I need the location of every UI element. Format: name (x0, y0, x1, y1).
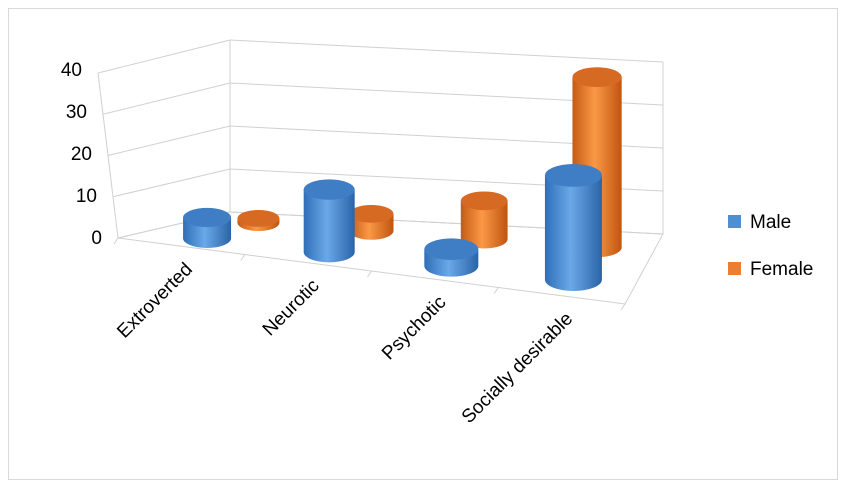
chart-bars (183, 67, 622, 292)
category-tick (113, 237, 119, 245)
bar-male-1 (303, 179, 355, 263)
category-tick (493, 287, 499, 294)
y-tick-label: 40 (61, 60, 82, 81)
bar-female-0-top (237, 209, 280, 227)
category-tick (620, 303, 626, 311)
side-gridline (102, 82, 231, 115)
bar-male-2-top (424, 238, 479, 260)
y-axis-ticks: 0 10 20 30 40 (61, 60, 102, 249)
bar-female-1 (349, 204, 394, 240)
bar-male-0-top (183, 207, 232, 228)
category-label: Neurotic (259, 275, 324, 340)
bar-female-2-top (460, 191, 508, 211)
bar-male-1-top (303, 179, 355, 200)
legend-label-female: Female (750, 259, 813, 280)
bar-male-3-top (544, 164, 602, 187)
y-tick-label: 0 (91, 228, 102, 249)
legend-swatch-female (728, 262, 741, 275)
bar-male-0 (183, 207, 232, 248)
bar-female-2-body (460, 200, 508, 249)
bar-female-2 (460, 191, 508, 249)
category-tick (240, 254, 246, 261)
category-label: Extroverted (113, 259, 197, 343)
side-wall-edge (97, 72, 119, 239)
side-gridline (112, 168, 231, 198)
side-gridline (97, 39, 231, 74)
legend-swatch-male (728, 215, 741, 228)
bar-male-1-body (303, 189, 355, 263)
category-label: Psychotic (378, 292, 450, 364)
bar-female-0 (237, 209, 280, 232)
x-axis-categories: Extroverted Neurotic Psychotic Socially des… (113, 259, 577, 428)
y-tick-label: 10 (76, 186, 97, 207)
bar-male-2 (424, 238, 479, 277)
chart-frame (8, 8, 838, 480)
bar-male-3 (544, 164, 602, 292)
y-tick-label: 20 (71, 144, 92, 165)
category-tick (367, 270, 372, 278)
bar-male-3-body (544, 175, 602, 292)
y-tick-label: 30 (66, 102, 87, 123)
category-label: Socially desirable (458, 308, 577, 427)
back-gridline (229, 39, 664, 63)
bar-female-1-top (349, 204, 394, 223)
bar-female-3-top (572, 67, 622, 87)
legend: Male Female (728, 212, 813, 280)
legend-label-male: Male (750, 212, 791, 233)
side-gridline (107, 125, 231, 156)
